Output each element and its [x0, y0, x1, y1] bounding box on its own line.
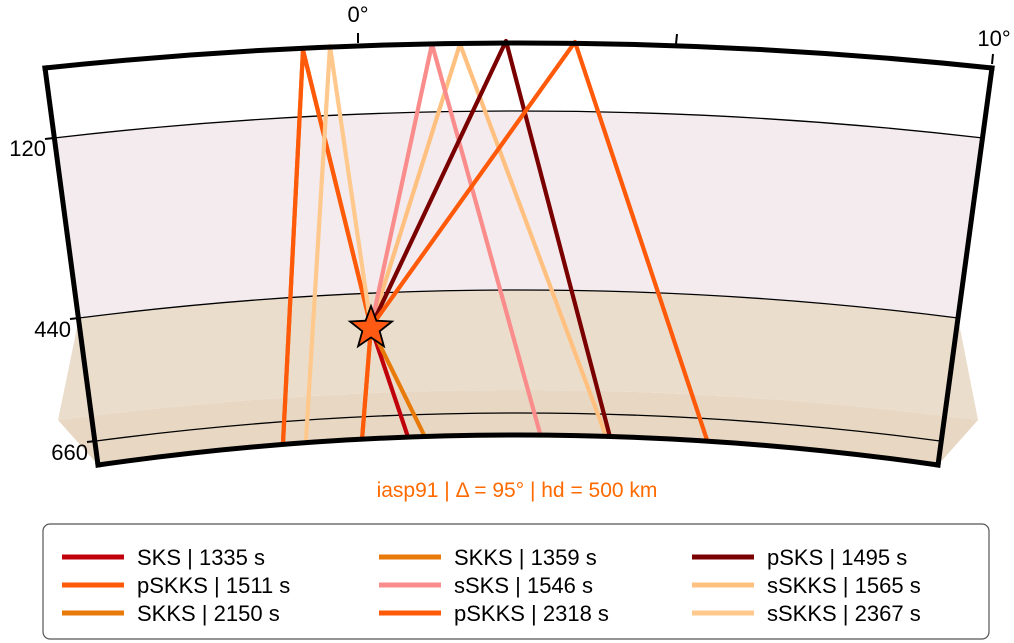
- legend: SKS | 1335 s SKKS | 1359 s pSKS | 1495 s pS…: [42, 523, 990, 640]
- lon-label-0: 0°: [347, 2, 368, 27]
- top-border: [42, 40, 995, 71]
- legend-items: SKS | 1335 s SKKS | 1359 s pSKS | 1495 s pS…: [62, 545, 921, 626]
- layer-upper-mantle: [54, 111, 983, 318]
- longitude-axis: [357, 33, 994, 65]
- depth-axis: [44, 137, 97, 443]
- legend-label: pSKS | 1495 s: [767, 545, 907, 570]
- ray-skks-1359: [369, 326, 427, 438]
- tick-5: [675, 33, 678, 45]
- depth-label-120: 120: [9, 136, 46, 161]
- legend-label: pSKKS | 2318 s: [454, 601, 609, 626]
- legend-box: [42, 523, 990, 640]
- star-icon: [347, 303, 395, 349]
- legend-label: sSKKS | 2367 s: [767, 601, 921, 626]
- legend-label: SKKS | 1359 s: [454, 545, 597, 570]
- right-border: [935, 65, 995, 468]
- tick-10: [991, 53, 994, 65]
- depth-tick-660: [86, 440, 97, 443]
- discontinuity-440: [78, 289, 959, 319]
- legend-label: sSKS | 1546 s: [454, 573, 593, 598]
- lon-label-10: 10°: [977, 26, 1010, 51]
- legend-label: SKS | 1335 s: [137, 545, 265, 570]
- section-frame: [42, 40, 995, 468]
- depth-tick-120: [44, 137, 55, 140]
- left-border: [42, 65, 101, 468]
- earth-section: [45, 43, 992, 465]
- depth-label-660: 660: [51, 440, 88, 465]
- legend-label: sSKKS | 1565 s: [767, 573, 921, 598]
- discontinuity-120: [53, 110, 984, 139]
- bottom-border: [95, 432, 941, 468]
- model-caption: iasp91 | Δ = 95° | hd = 500 km: [377, 479, 658, 502]
- ray-pskks-2318: [280, 47, 374, 444]
- ray-sks-1335: [369, 326, 410, 438]
- depth-tick-440: [69, 317, 80, 320]
- legend-label: SKKS | 2150 s: [137, 601, 280, 626]
- layer-lower-mantle: [58, 390, 978, 465]
- discontinuity-660: [95, 412, 941, 442]
- legend-label: pSKKS | 1511 s: [137, 573, 290, 598]
- depth-label-440: 440: [34, 317, 71, 342]
